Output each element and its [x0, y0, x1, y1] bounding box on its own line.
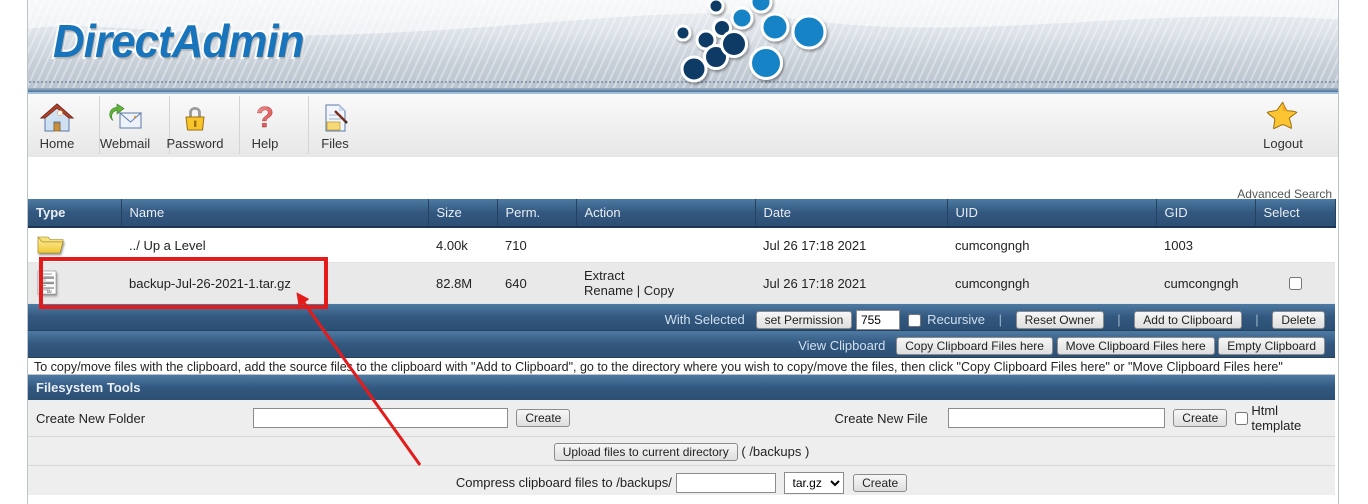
svg-text:?: ? — [256, 103, 274, 133]
svg-text:tar: tar — [47, 289, 53, 294]
